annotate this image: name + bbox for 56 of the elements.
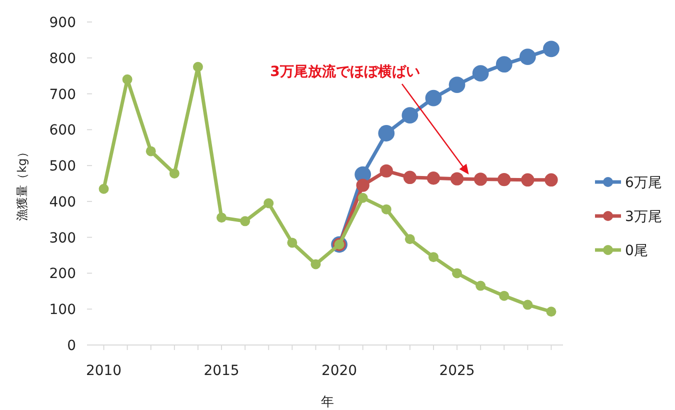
y-tick-label: 700 (49, 86, 76, 103)
point (428, 252, 438, 262)
legend-label: 6万尾 (625, 175, 662, 191)
point (404, 234, 415, 244)
y-tick-label: 600 (49, 122, 76, 139)
y-tick-label: 300 (49, 230, 76, 246)
point (474, 172, 488, 186)
x-tick-label: 2010 (86, 363, 122, 379)
point (146, 146, 156, 156)
y-tick-label: 0 (67, 338, 76, 354)
point (450, 172, 464, 186)
point (358, 192, 368, 203)
legend-label: 0尾 (625, 243, 648, 259)
point (499, 290, 510, 301)
point (192, 62, 203, 72)
point (452, 268, 462, 278)
x-axis-title: 年 (321, 395, 334, 410)
legend-label: 3万尾 (625, 209, 662, 225)
point (380, 164, 393, 178)
x-tick-label: 2025 (439, 363, 475, 379)
point (403, 170, 417, 184)
point (381, 204, 392, 214)
x-tick-label: 2015 (204, 363, 240, 379)
point (521, 173, 534, 187)
point (448, 76, 466, 94)
point (264, 198, 274, 208)
point (378, 125, 395, 142)
x-tick-label: 2020 (321, 363, 358, 379)
point (476, 280, 486, 291)
y-tick-label: 900 (49, 15, 76, 31)
annotation: 3万尾放流でほぼ横ばい (270, 63, 420, 80)
point (98, 184, 109, 194)
point (546, 306, 556, 317)
point (169, 168, 180, 178)
point (472, 65, 489, 82)
y-tick-label: 800 (49, 50, 76, 67)
point (122, 74, 132, 84)
point (402, 107, 418, 124)
y-tick-label: 500 (49, 158, 76, 175)
y-axis-title: 漁獲量（kg） (15, 146, 29, 221)
point (356, 178, 370, 192)
point (287, 238, 298, 248)
y-tick-label: 400 (49, 194, 76, 210)
y-tick-label: 100 (49, 302, 76, 318)
y-tick-label: 200 (49, 266, 76, 282)
point (496, 56, 512, 73)
point (216, 212, 227, 223)
point (519, 48, 536, 66)
point (425, 90, 442, 106)
point (522, 300, 533, 310)
point (544, 173, 558, 187)
point (426, 172, 440, 185)
point (310, 259, 321, 270)
point (498, 172, 511, 186)
point (543, 40, 560, 58)
point (240, 216, 250, 226)
